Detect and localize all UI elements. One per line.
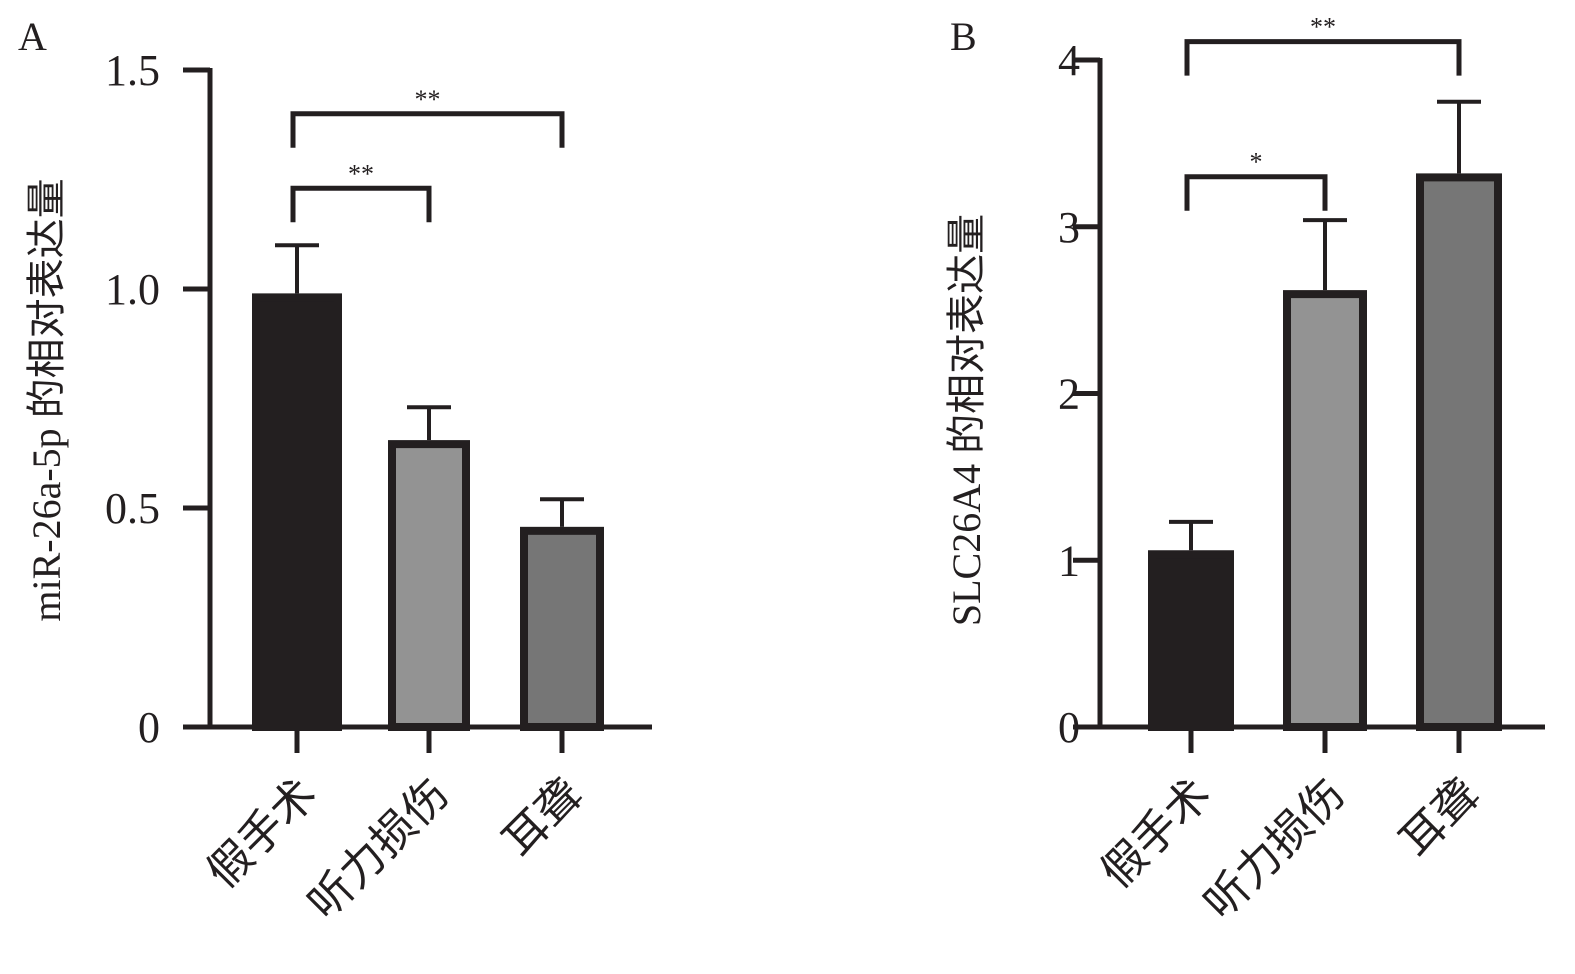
significance-label: ** [1310,13,1336,42]
y-axis-label: miR-26a-5p 的相对表达量 [24,178,69,621]
significance-label: * [1250,148,1263,177]
significance-label: ** [348,159,374,188]
y-tick-label: 1.0 [105,265,160,314]
bar [1283,290,1367,731]
x-tick-label: 耳聋 [1391,769,1488,866]
bar [388,440,470,731]
significance-bracket [290,185,432,223]
x-tick-label: 听力损伤 [1195,769,1354,928]
bar [520,526,604,731]
x-tick-label: 假手术 [198,769,326,897]
y-tick-label: 1 [1058,536,1080,585]
y-tick-label: 1.5 [105,46,160,95]
significance-bracket [290,111,565,148]
x-tick-label: 听力损伤 [299,769,458,928]
x-tick-label: 耳聋 [494,769,591,866]
y-tick-label: 2 [1058,370,1080,419]
bar [252,293,342,731]
panel-label: B [950,14,977,59]
panel-label: A [18,14,47,59]
bar [1416,173,1502,731]
significance-bracket [1184,39,1462,76]
x-tick-label: 假手术 [1092,769,1220,897]
y-tick-label: 0.5 [105,484,160,533]
y-axis-label: SLC26A4 的相对表达量 [944,214,989,626]
significance-label: ** [415,85,441,114]
significance-bracket [1184,174,1328,211]
bar [1148,550,1234,731]
y-tick-label: 3 [1058,203,1080,252]
y-tick-label: 4 [1058,36,1080,85]
y-tick-label: 0 [138,703,160,752]
y-tick-label: 0 [1058,703,1080,752]
